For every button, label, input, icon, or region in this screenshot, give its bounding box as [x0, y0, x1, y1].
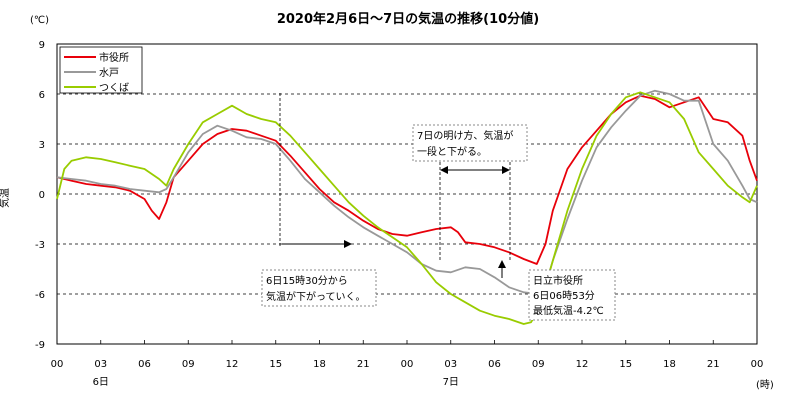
x-tick-label: 06	[488, 359, 501, 370]
y-tick-label: 6	[39, 90, 45, 101]
annotation-text-line: 6日06時53分	[533, 290, 595, 302]
y-unit: (℃)	[30, 15, 49, 26]
y-tick-label: -6	[35, 290, 45, 301]
x-tick-label: 03	[444, 359, 457, 370]
x-tick-label: 00	[751, 359, 764, 370]
x-tick-label: 06	[138, 359, 151, 370]
y-tick-label: 3	[39, 140, 45, 151]
arrow-head-icon	[502, 166, 510, 174]
annotation-text-line: 気温が下がっていく。	[266, 290, 366, 303]
x-tick-label: 09	[532, 359, 545, 370]
day-label: 7日	[443, 377, 459, 388]
x-tick-label: 00	[401, 359, 414, 370]
annotation-box	[412, 124, 528, 162]
x-tick-label: 15	[269, 359, 282, 370]
y-tick-label: -3	[35, 240, 45, 251]
annotation-box	[261, 269, 377, 307]
x-tick-label: 12	[576, 359, 589, 370]
annotation-drop-start: 6日15時30分から 気温が下がっていく。	[261, 93, 377, 307]
grid-lines	[57, 93, 757, 295]
x-tick-label: 21	[357, 359, 370, 370]
x-tick-labels: 00 03 06 09 12 15 18 21 00 03 06 09 12 15 18 21 00 6日 7日	[51, 340, 764, 388]
y-tick-labels: 9 6 3 0 -3 -6 -9	[35, 40, 45, 351]
legend-label-shiyakusho: 市役所	[99, 51, 129, 64]
x-tick-label: 18	[663, 359, 676, 370]
legend-box	[59, 46, 143, 94]
legend-label-tsukuba: つくば	[99, 82, 129, 94]
day-label: 6日	[93, 377, 109, 388]
y-tick-label: -9	[35, 340, 45, 351]
annotation-min-temp: 日立市役所 6日06時53分 最低気温-4.2℃	[498, 260, 616, 321]
y-tick-label: 0	[39, 190, 45, 201]
series-line-2	[56, 91, 758, 325]
x-tick-label: 12	[226, 359, 239, 370]
x-unit: (時)	[756, 379, 774, 391]
y-tick-label: 9	[39, 40, 45, 51]
series-line-0	[56, 94, 758, 265]
x-tick-label: 03	[94, 359, 107, 370]
arrow-head-icon	[344, 240, 352, 248]
annotation-text-line: 6日15時30分から	[266, 275, 348, 287]
annotation-dawn-drop: 7日の明け方、気温が 一段と下がる。	[412, 124, 528, 262]
x-tick-label: 00	[51, 359, 64, 370]
annotation-text-line: 最低気温-4.2℃	[533, 304, 604, 317]
arrow-head-icon	[440, 166, 448, 174]
annotation-text-line: 一段と下がる。	[417, 145, 487, 158]
legend: 市役所 水戸 つくば	[59, 46, 143, 94]
x-tick-label: 09	[182, 359, 195, 370]
annotation-text-line: 日立市役所	[533, 274, 583, 287]
chart-title: 2020年2月6日～7日の気温の推移(10分値)	[277, 11, 539, 27]
arrow-head-icon	[498, 260, 506, 268]
x-tick-label: 18	[313, 359, 326, 370]
legend-label-mito: 水戸	[99, 67, 119, 79]
series-line-1	[56, 89, 758, 295]
annotation-box	[528, 269, 616, 321]
x-tick-label: 15	[619, 359, 632, 370]
x-tick-label: 21	[707, 359, 720, 370]
series-lines	[56, 89, 758, 325]
y-axis-label: 気温	[0, 188, 11, 208]
annotation-text-line: 7日の明け方、気温が	[417, 129, 513, 142]
